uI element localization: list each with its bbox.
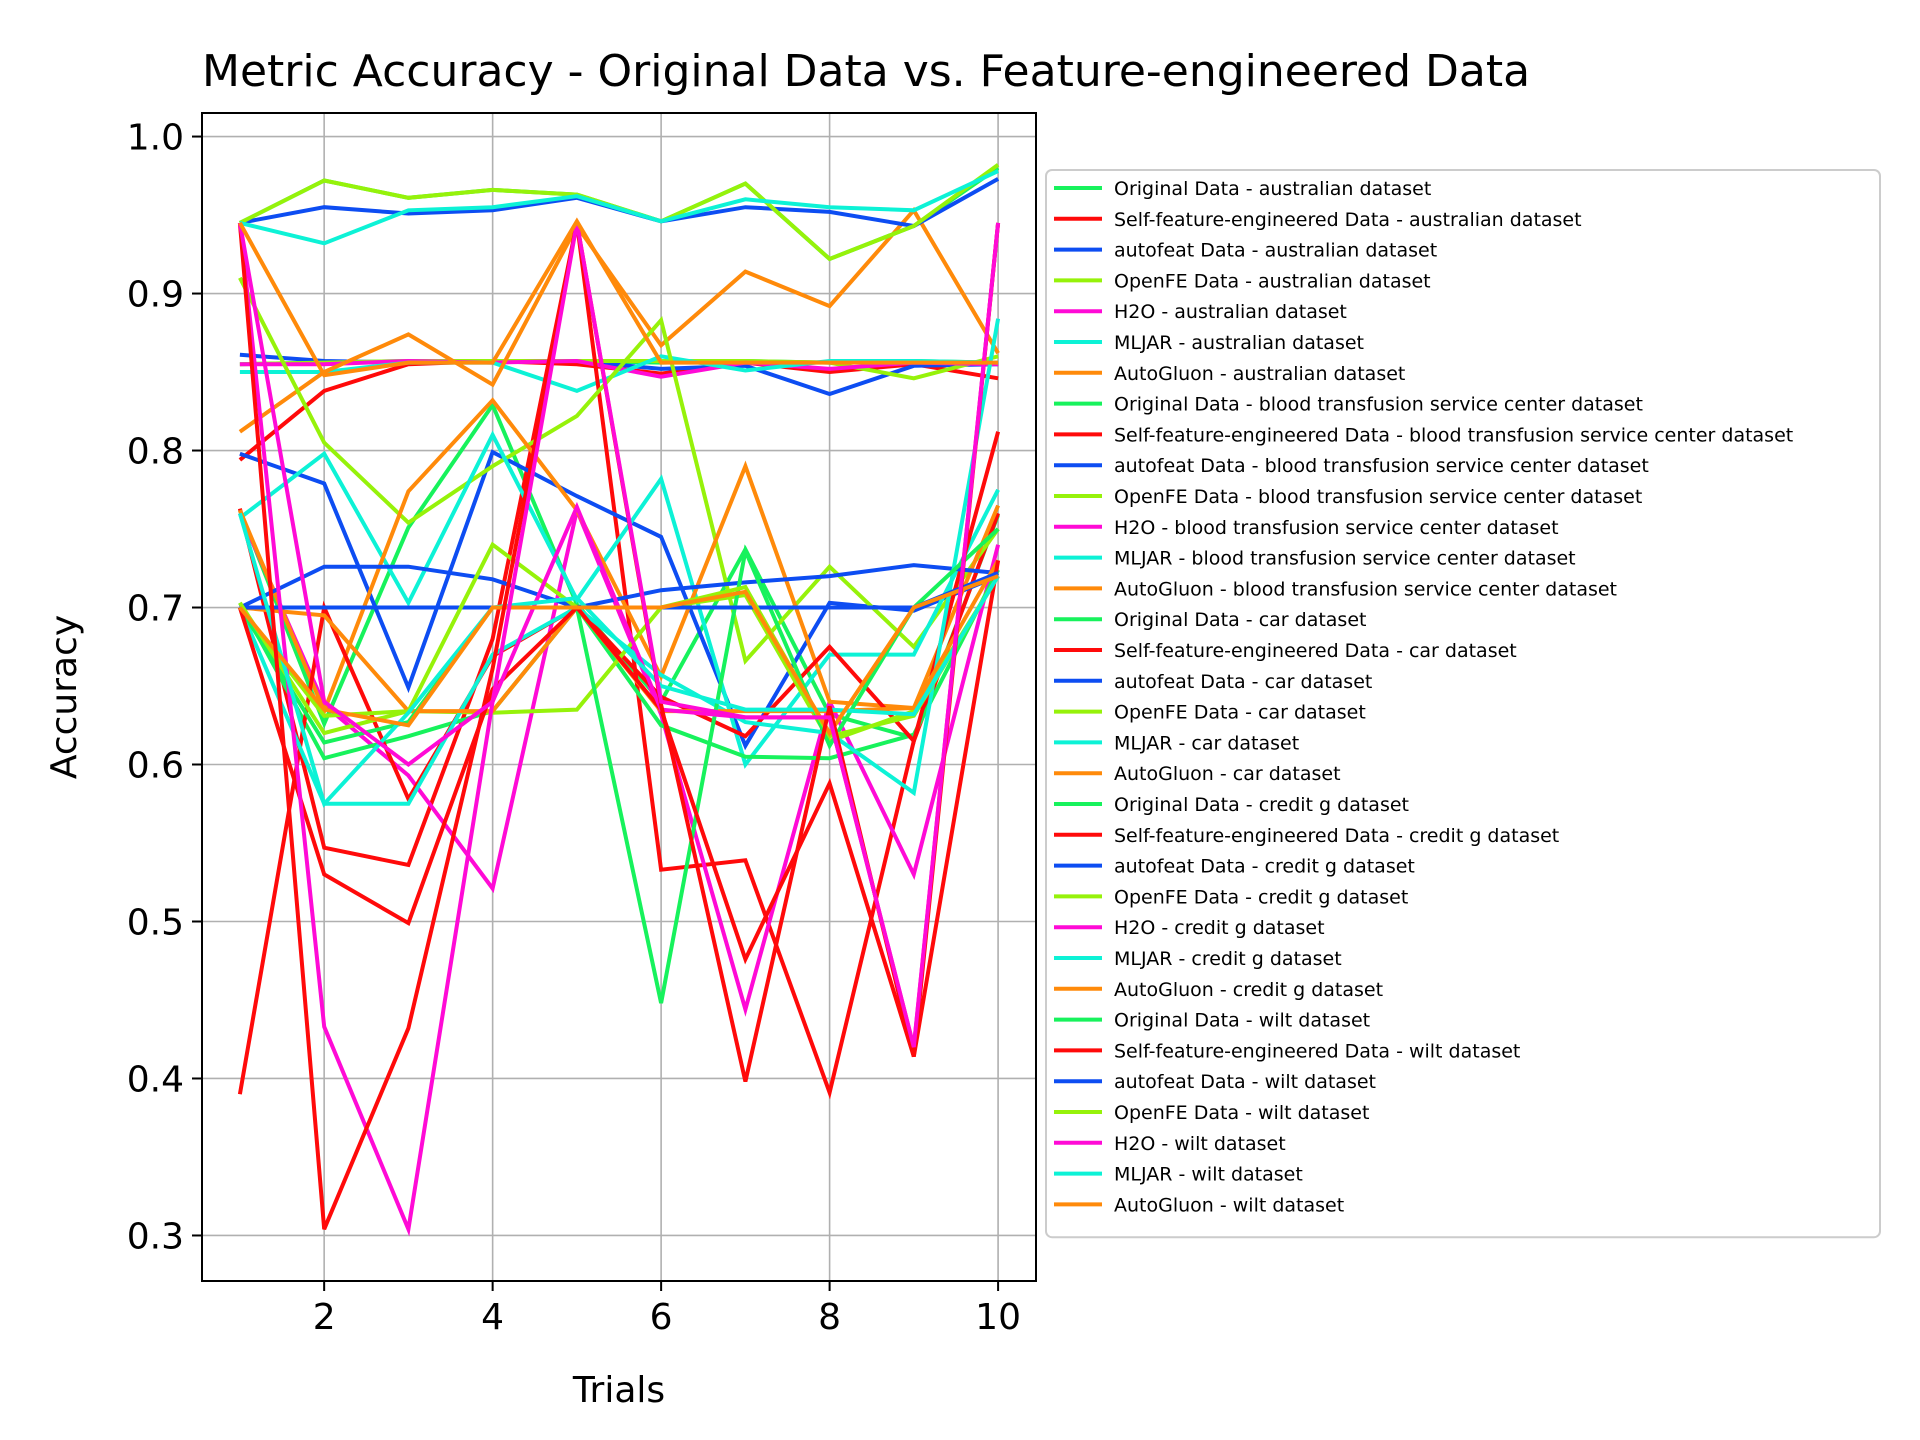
series-line xyxy=(238,217,999,378)
legend-entry: AutoGluon - wilt dataset xyxy=(1114,1194,1344,1216)
legend-entry: H2O - australian dataset xyxy=(1114,301,1347,323)
series-line xyxy=(238,574,999,737)
plot-frame xyxy=(201,112,1037,1282)
y-tick-label: 0.8 xyxy=(127,432,184,473)
legend-entry: H2O - credit g dataset xyxy=(1114,917,1325,939)
legend-entry: MLJAR - credit g dataset xyxy=(1114,948,1342,970)
legend-entry: Self-feature-engineered Data - car datas… xyxy=(1114,640,1517,662)
legend-entry: H2O - blood transfusion service center d… xyxy=(1114,517,1559,539)
legend-entry: OpenFE Data - credit g dataset xyxy=(1114,886,1408,908)
series-line xyxy=(238,430,1000,769)
legend: Original Data - australian dataset Self-f… xyxy=(1045,169,1881,1239)
series-line xyxy=(237,512,1000,808)
x-tick-label: 4 xyxy=(481,1297,504,1338)
grid-lines xyxy=(202,113,1036,1281)
y-tick-label: 0.3 xyxy=(127,1216,184,1257)
x-axis-label: Trials xyxy=(572,1370,665,1411)
x-axis-ticks: 2 4 6 8 10 xyxy=(313,1281,1021,1338)
legend-entry: OpenFE Data - blood transfusion service … xyxy=(1114,486,1642,508)
series-line xyxy=(237,222,1001,1048)
y-tick-label: 0.4 xyxy=(127,1059,184,1100)
legend-entry: MLJAR - australian dataset xyxy=(1114,332,1364,354)
series-line xyxy=(238,568,1000,761)
legend-entry: Original Data - car dataset xyxy=(1114,609,1366,631)
legend-entry: MLJAR - car dataset xyxy=(1114,732,1299,754)
legend-entry: autofeat Data - wilt dataset xyxy=(1114,1071,1376,1093)
legend-entry: Self-feature-engineered Data - blood tra… xyxy=(1114,424,1793,446)
legend-entry: AutoGluon - blood transfusion service ce… xyxy=(1114,578,1617,600)
legend-entry: OpenFE Data - car dataset xyxy=(1114,702,1366,724)
legend-entry: autofeat Data - credit g dataset xyxy=(1114,856,1415,878)
legend-entry: MLJAR - blood transfusion service center… xyxy=(1114,548,1576,570)
legend-box xyxy=(1045,169,1881,1239)
legend-entry: Original Data - australian dataset xyxy=(1114,178,1431,200)
legend-entry: AutoGluon - australian dataset xyxy=(1114,363,1405,385)
legend-entry: Original Data - wilt dataset xyxy=(1114,1010,1370,1032)
x-tick-label: 6 xyxy=(650,1297,673,1338)
y-tick-label: 0.9 xyxy=(127,275,184,316)
legend-entry: AutoGluon - car dataset xyxy=(1114,763,1341,785)
legend-entry: AutoGluon - credit g dataset xyxy=(1114,979,1383,1001)
x-tick-label: 2 xyxy=(313,1297,336,1338)
y-tick-label: 0.6 xyxy=(127,746,184,787)
series-line xyxy=(238,206,1000,434)
x-tick-label: 8 xyxy=(818,1297,841,1338)
legend-entry: Self-feature-engineered Data - credit g … xyxy=(1114,825,1559,847)
y-axis-label: Accuracy xyxy=(44,615,85,779)
legend-entry: OpenFE Data - wilt dataset xyxy=(1114,1102,1369,1124)
legend-entry: MLJAR - wilt dataset xyxy=(1114,1164,1303,1186)
legend-entry: autofeat Data - blood transfusion servic… xyxy=(1114,455,1649,477)
legend-entry: autofeat Data - car dataset xyxy=(1114,671,1372,693)
legend-entry: Self-feature-engineered Data - australia… xyxy=(1114,209,1582,231)
legend-entry: Self-feature-engineered Data - wilt data… xyxy=(1114,1040,1520,1062)
legend-entry: autofeat Data - australian dataset xyxy=(1114,240,1437,262)
series-line xyxy=(239,563,999,610)
legend-entry: Original Data - blood transfusion servic… xyxy=(1114,394,1643,416)
legend-entry: H2O - wilt dataset xyxy=(1114,1133,1286,1155)
x-tick-label: 10 xyxy=(975,1297,1021,1338)
plot-area xyxy=(237,163,1001,1237)
y-tick-label: 0.5 xyxy=(127,902,184,943)
y-tick-label: 0.7 xyxy=(127,589,184,630)
legend-entry: Original Data - credit g dataset xyxy=(1114,794,1409,816)
y-axis-ticks: 0.3 0.4 0.5 0.6 0.7 0.8 0.9 1.0 xyxy=(127,118,202,1257)
y-tick-label: 1.0 xyxy=(127,118,184,159)
legend-entry: OpenFE Data - australian dataset xyxy=(1114,270,1431,292)
chart-title: Metric Accuracy - Original Data vs. Feat… xyxy=(202,46,1530,97)
series-line xyxy=(238,397,1000,717)
series-line xyxy=(237,560,1001,1058)
series-line xyxy=(239,169,999,246)
series-line xyxy=(237,431,1001,1095)
